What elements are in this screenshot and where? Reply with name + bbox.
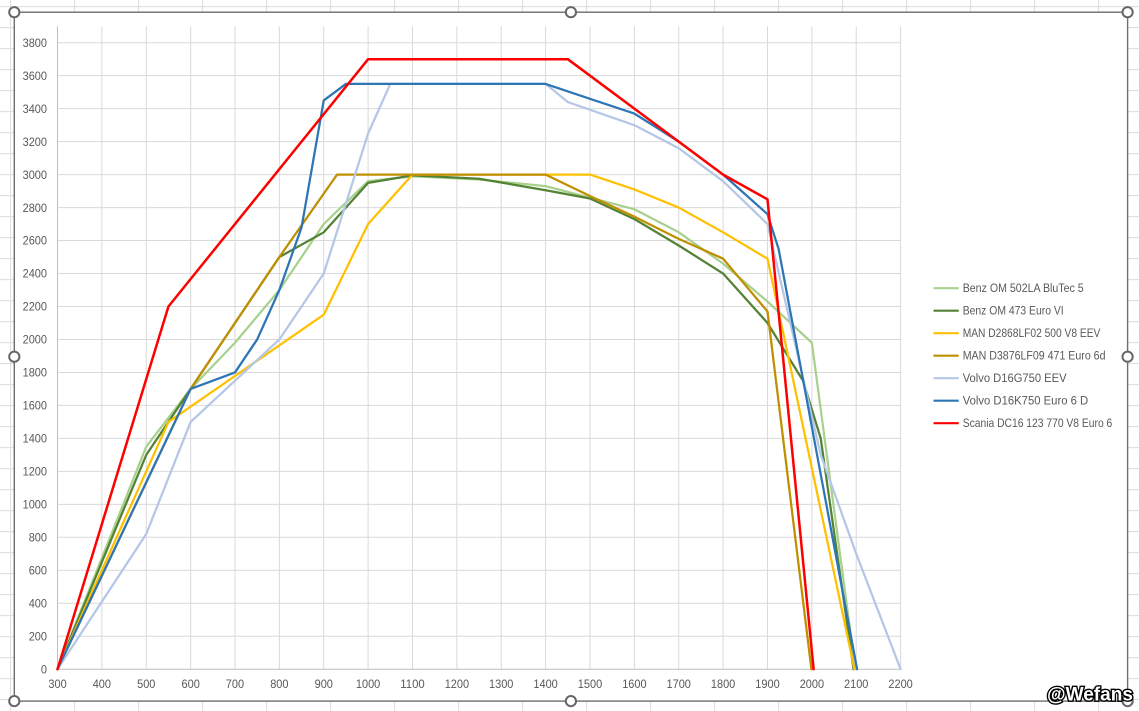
svg-text:Volvo D16K750 Euro 6 D: Volvo D16K750 Euro 6 D (963, 394, 1089, 408)
svg-text:600: 600 (182, 677, 201, 691)
svg-text:Volvo D16G750 EEV: Volvo D16G750 EEV (963, 371, 1068, 385)
svg-text:1200: 1200 (445, 677, 470, 691)
svg-text:800: 800 (29, 531, 48, 545)
svg-text:600: 600 (29, 564, 48, 578)
svg-text:800: 800 (270, 677, 289, 691)
svg-text:3400: 3400 (23, 102, 48, 116)
svg-text:1300: 1300 (489, 677, 514, 691)
svg-text:3000: 3000 (23, 168, 48, 182)
svg-text:1200: 1200 (23, 465, 48, 479)
svg-text:1700: 1700 (667, 677, 692, 691)
svg-text:MAN D2868LF02 500 V8 EEV: MAN D2868LF02 500 V8 EEV (963, 326, 1101, 340)
svg-text:2600: 2600 (23, 234, 48, 248)
svg-text:3800: 3800 (23, 36, 48, 50)
svg-text:1600: 1600 (622, 677, 647, 691)
svg-text:1400: 1400 (23, 432, 48, 446)
svg-text:1600: 1600 (23, 399, 48, 413)
svg-text:200: 200 (29, 629, 48, 643)
svg-text:1800: 1800 (23, 366, 48, 380)
svg-text:700: 700 (226, 677, 245, 691)
svg-text:500: 500 (137, 677, 156, 691)
svg-text:1100: 1100 (400, 677, 425, 691)
svg-text:@Wefans: @Wefans (1047, 685, 1133, 706)
svg-text:0: 0 (41, 662, 47, 676)
svg-text:3200: 3200 (23, 135, 48, 149)
svg-text:2000: 2000 (23, 333, 48, 347)
svg-text:1500: 1500 (578, 677, 603, 691)
svg-text:1000: 1000 (356, 677, 381, 691)
svg-text:MAN D3876LF09 471 Euro 6d: MAN D3876LF09 471 Euro 6d (963, 349, 1106, 363)
svg-text:Benz OM 473 Euro VI: Benz OM 473 Euro VI (963, 304, 1064, 318)
svg-text:2400: 2400 (23, 267, 48, 281)
svg-text:3600: 3600 (23, 69, 48, 83)
svg-text:2200: 2200 (23, 300, 48, 314)
svg-text:2200: 2200 (888, 677, 913, 691)
svg-text:300: 300 (48, 677, 67, 691)
svg-text:Benz OM 502LA BluTec 5: Benz OM 502LA BluTec 5 (963, 281, 1084, 295)
svg-text:1800: 1800 (711, 677, 736, 691)
svg-text:2000: 2000 (800, 677, 825, 691)
svg-text:1000: 1000 (23, 498, 48, 512)
svg-text:2100: 2100 (844, 677, 869, 691)
svg-text:1400: 1400 (533, 677, 558, 691)
svg-text:2800: 2800 (23, 201, 48, 215)
svg-text:Scania DC16 123 770 V8 Euro 6: Scania DC16 123 770 V8 Euro 6 (963, 416, 1113, 430)
svg-text:900: 900 (315, 677, 334, 691)
svg-text:400: 400 (29, 597, 48, 611)
svg-text:1900: 1900 (755, 677, 780, 691)
svg-text:400: 400 (93, 677, 112, 691)
